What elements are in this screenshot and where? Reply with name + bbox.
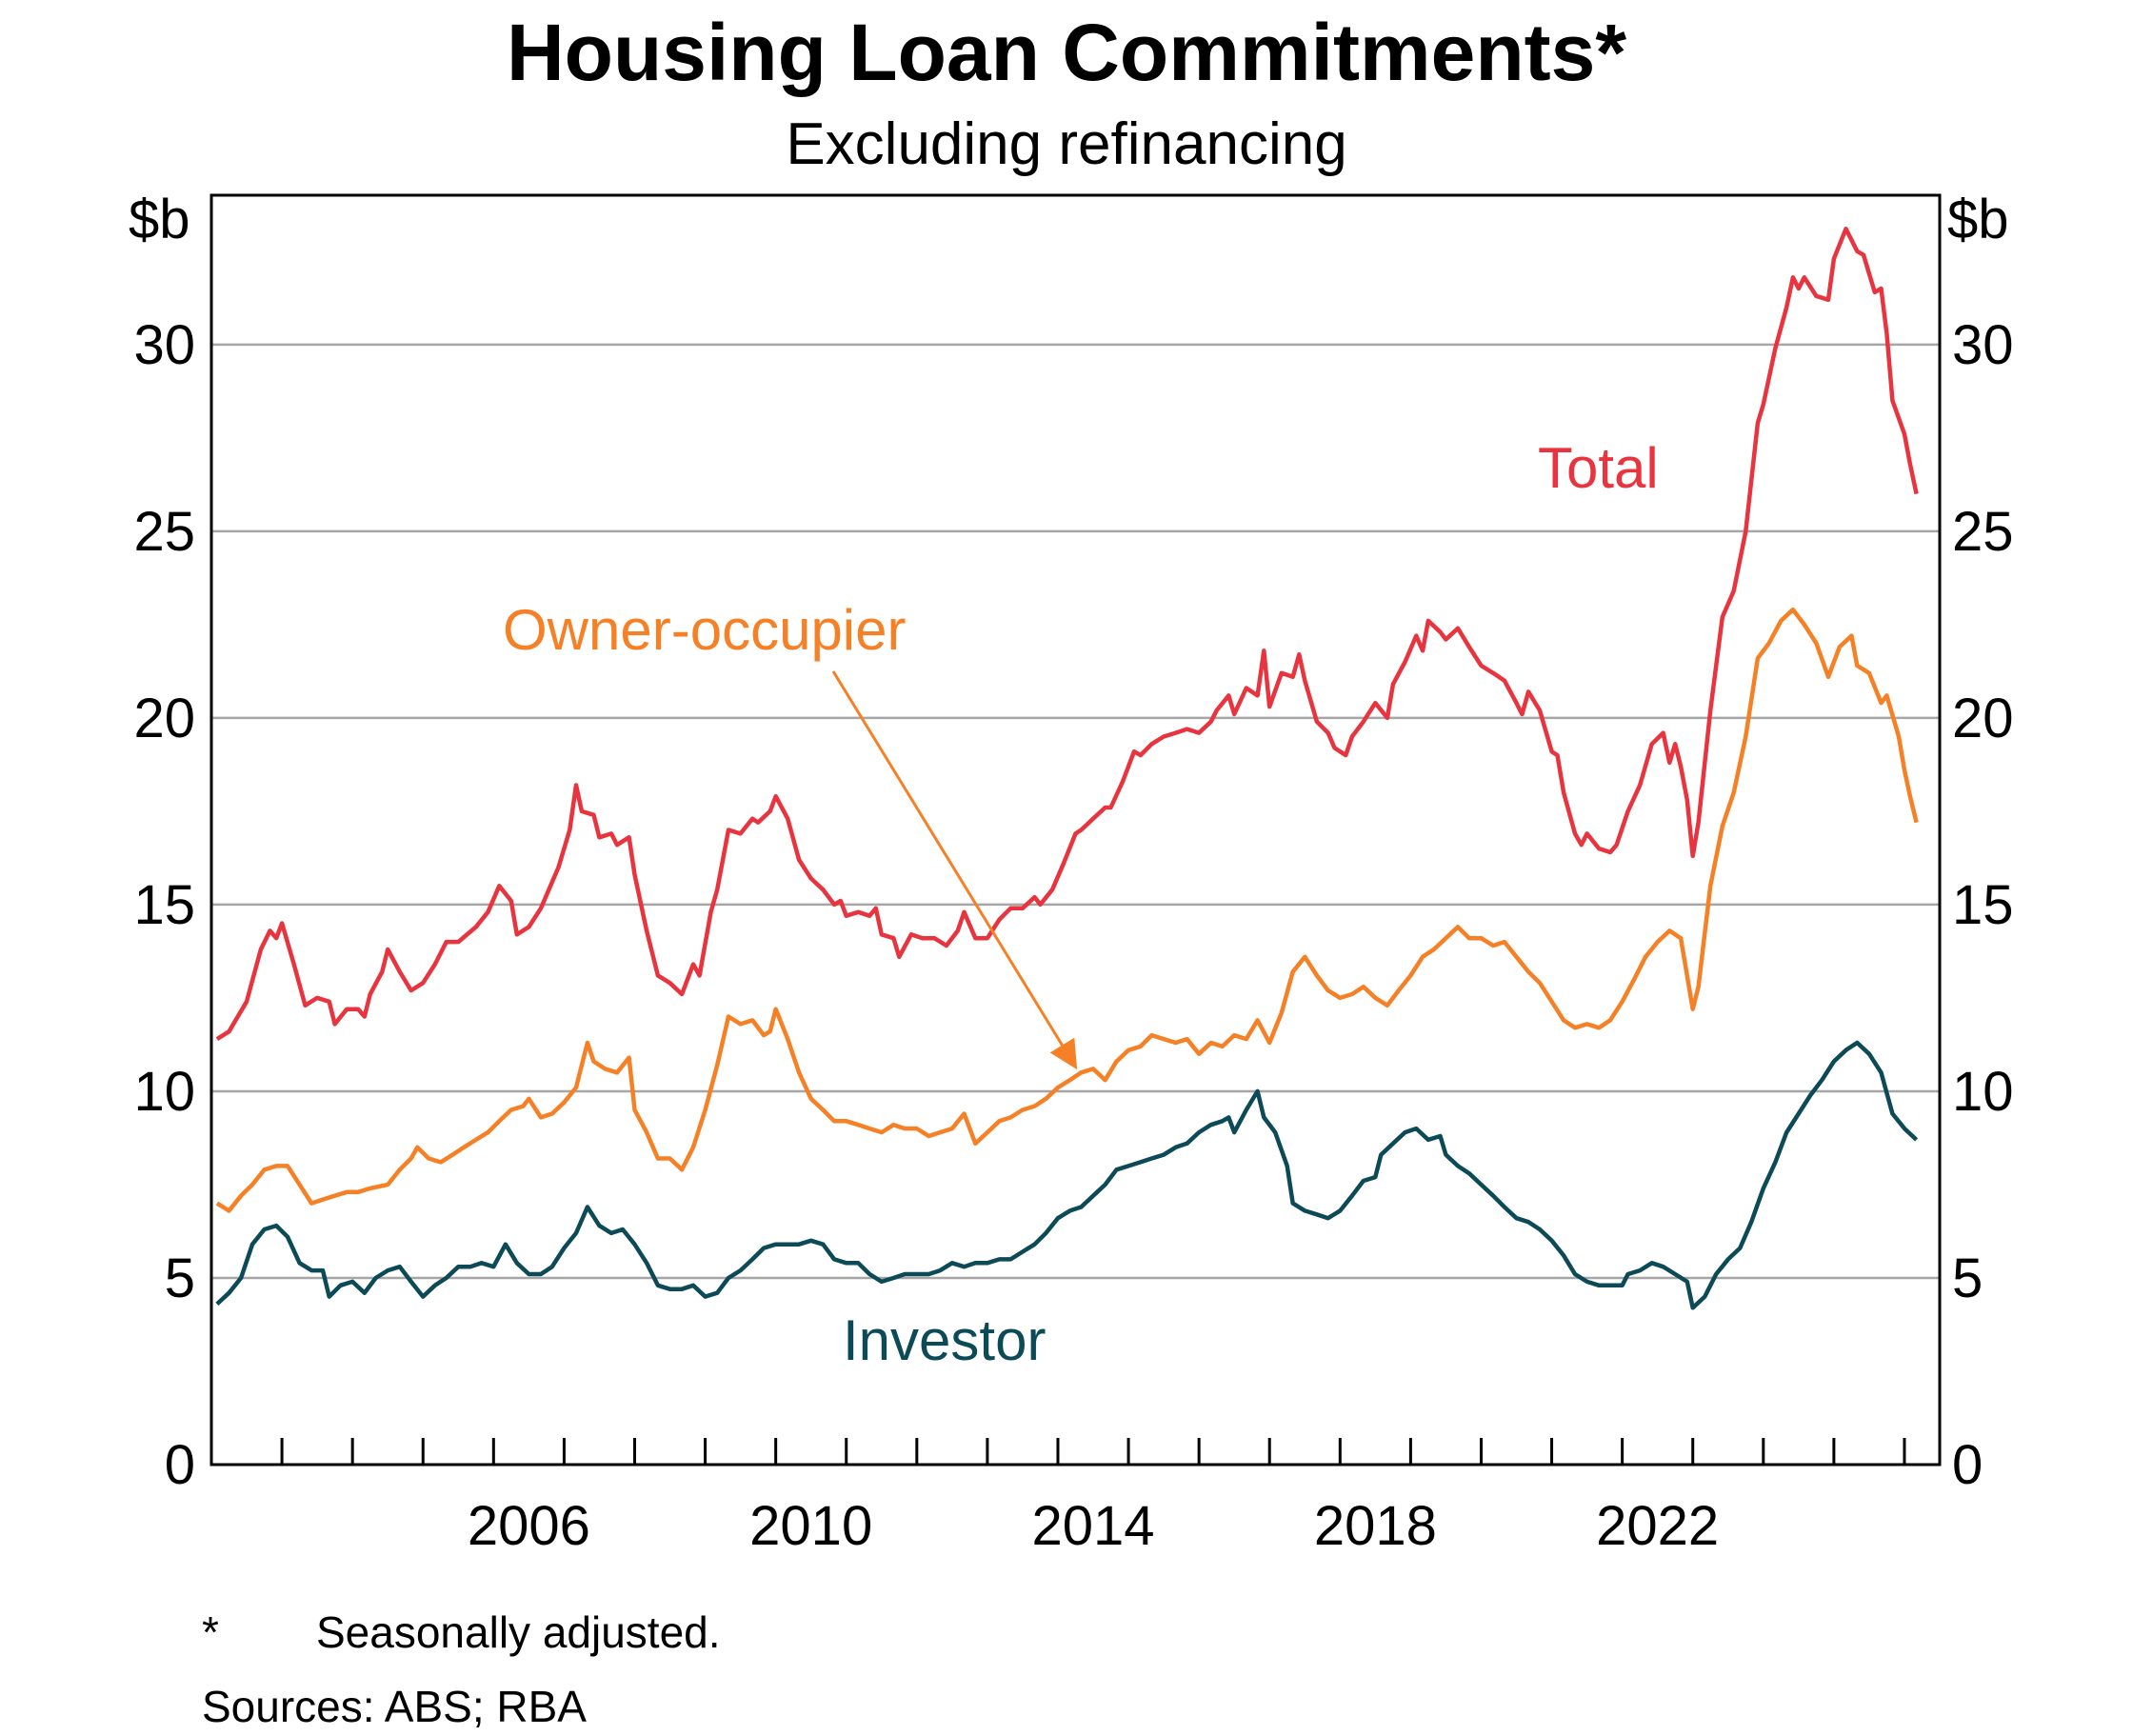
y-tick-label-right: 5	[1952, 1247, 1983, 1309]
chart-title: Housing Loan Commitments*	[507, 8, 1626, 97]
gridlines	[211, 343, 1940, 1280]
y-tick-label-right: 0	[1952, 1434, 1983, 1496]
x-tick-label: 2018	[1314, 1495, 1437, 1557]
owner-occupier-arrow	[831, 670, 1078, 1070]
y-tick-label-right: 15	[1952, 874, 2014, 936]
y-tick-label-left: 0	[165, 1434, 195, 1496]
y-tick-label-left: 10	[133, 1061, 195, 1123]
y-tick-label-left: 30	[133, 314, 195, 376]
y-tick-label-right: 30	[1952, 314, 2014, 376]
x-tick-label: 2014	[1032, 1495, 1155, 1557]
x-tick-label: 2022	[1596, 1495, 1719, 1557]
y-tick-label-right: 10	[1952, 1061, 2014, 1123]
y-tick-label-left: 20	[133, 688, 195, 749]
series-label-owner-occupier: Owner-occupier	[503, 598, 907, 662]
series-line-investor	[215, 1040, 1919, 1310]
footnote-star: *	[202, 1607, 219, 1657]
plot-frame	[209, 193, 1942, 1467]
y-ticks: 0 0 5 5 10 10 15 15 20 20 25 25 30 30	[133, 314, 2013, 1496]
x-tick-label: 2010	[749, 1495, 872, 1557]
x-ticks: 2006 2010 2014 2018 2022	[209, 1438, 1906, 1557]
series-label-investor: Investor	[843, 1308, 1046, 1372]
footnote-sources: Sources: ABS; RBA	[202, 1682, 587, 1731]
series-lines	[215, 227, 1919, 1310]
y-unit-left: $b	[129, 189, 190, 250]
series-label-total: Total	[1538, 436, 1659, 500]
chart-subtitle: Excluding refinancing	[786, 111, 1346, 177]
y-unit-right: $b	[1947, 189, 2009, 250]
y-tick-label-left: 25	[133, 501, 195, 563]
footnote-seasonally-adjusted: Seasonally adjusted.	[316, 1607, 721, 1657]
y-tick-label-left: 15	[133, 874, 195, 936]
series-line-total	[215, 227, 1919, 1042]
series-line-owner-occupier	[215, 607, 1919, 1213]
y-tick-label-right: 20	[1952, 688, 2014, 749]
y-tick-label-left: 5	[165, 1247, 195, 1309]
y-tick-label-right: 25	[1952, 501, 2014, 563]
x-tick-label: 2006	[468, 1495, 590, 1557]
